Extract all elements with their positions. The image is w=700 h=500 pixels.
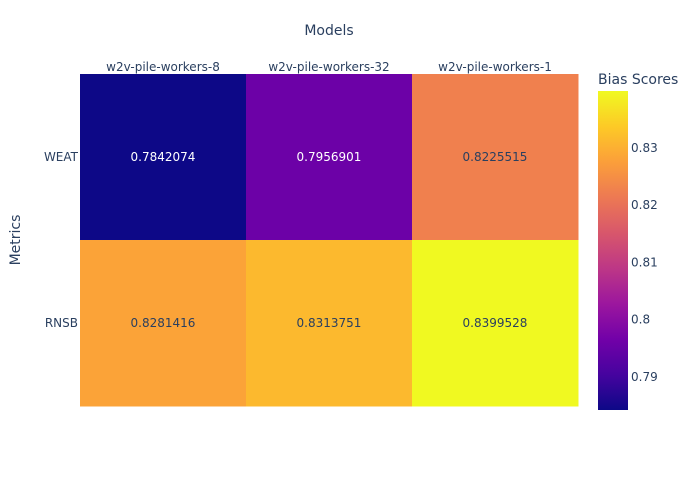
cell-value-label: 0.8281416 <box>131 316 196 330</box>
x-tick-label: w2v-pile-workers-8 <box>106 60 220 74</box>
cell-value-label: 0.8399528 <box>463 316 528 330</box>
x-tick-label: w2v-pile-workers-1 <box>438 60 552 74</box>
colorbar-tick-label: 0.79 <box>631 370 658 384</box>
heatmap-cell-rnsb-1 <box>80 240 247 407</box>
cell-value-label: 0.8313751 <box>297 316 362 330</box>
colorbar-tick-label: 0.82 <box>631 198 658 212</box>
x-axis-title: Models <box>304 23 353 39</box>
colorbar-tick-label: 0.81 <box>631 255 658 269</box>
heatmap-cell-rnsb-3 <box>412 240 579 407</box>
heatmap-cell-weat-3 <box>412 74 579 241</box>
y-tick-labels: WEAT RNSB <box>44 150 79 330</box>
heatmap-cell-rnsb-2 <box>246 240 413 407</box>
colorbar: Bias Scores 0.79 0.8 0.81 0.82 0.83 <box>598 72 678 410</box>
colorbar-gradient <box>598 91 628 410</box>
cell-value-label: 0.8225515 <box>463 150 528 164</box>
x-tick-labels: w2v-pile-workers-8 w2v-pile-workers-32 w2v… <box>106 60 552 74</box>
x-tick-label: w2v-pile-workers-32 <box>268 60 389 74</box>
heatmap-cell-weat-2 <box>246 74 413 241</box>
y-axis-title: Metrics <box>8 215 24 266</box>
cell-value-label: 0.7956901 <box>297 150 362 164</box>
colorbar-tick-label: 0.83 <box>631 141 658 155</box>
cell-value-label: 0.7842074 <box>131 150 196 164</box>
y-tick-label: RNSB <box>45 316 78 330</box>
colorbar-title: Bias Scores <box>598 72 678 88</box>
heatmap-cells: 0.7842074 0.7956901 0.8225515 0.8281416 0.83… <box>80 74 579 407</box>
heatmap-cell-weat-1 <box>80 74 247 241</box>
colorbar-tick-label: 0.8 <box>631 313 650 327</box>
y-tick-label: WEAT <box>44 150 79 164</box>
